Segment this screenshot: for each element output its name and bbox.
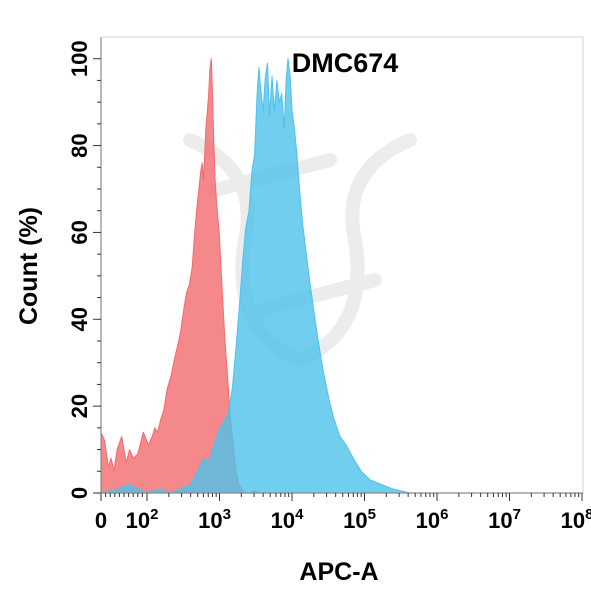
y-axis-title: Count (%) [15,207,43,325]
histogram-series-1 [100,58,584,494]
x-tick-label: 104 [271,506,304,533]
x-tick-label: 108 [561,506,591,533]
y-tick-label: 60 [67,220,92,244]
x-tick-label: 102 [126,506,159,533]
x-axis-title: APC-A [299,558,378,586]
x-tick-label: 106 [416,506,449,533]
x-tick-label: 103 [198,506,231,533]
y-tick-label: 80 [67,133,92,157]
x-tick-label: 107 [488,506,521,533]
y-tick-label: 100 [67,40,92,77]
y-tick-label: 40 [67,307,92,331]
chart-title: DMC674 [292,48,399,78]
y-tick-label: 20 [67,394,92,418]
x-tick-label: 0 [95,508,107,533]
histogram-series-2 [100,58,584,494]
y-tick-label: 0 [67,487,92,499]
x-tick-label: 105 [343,506,376,533]
